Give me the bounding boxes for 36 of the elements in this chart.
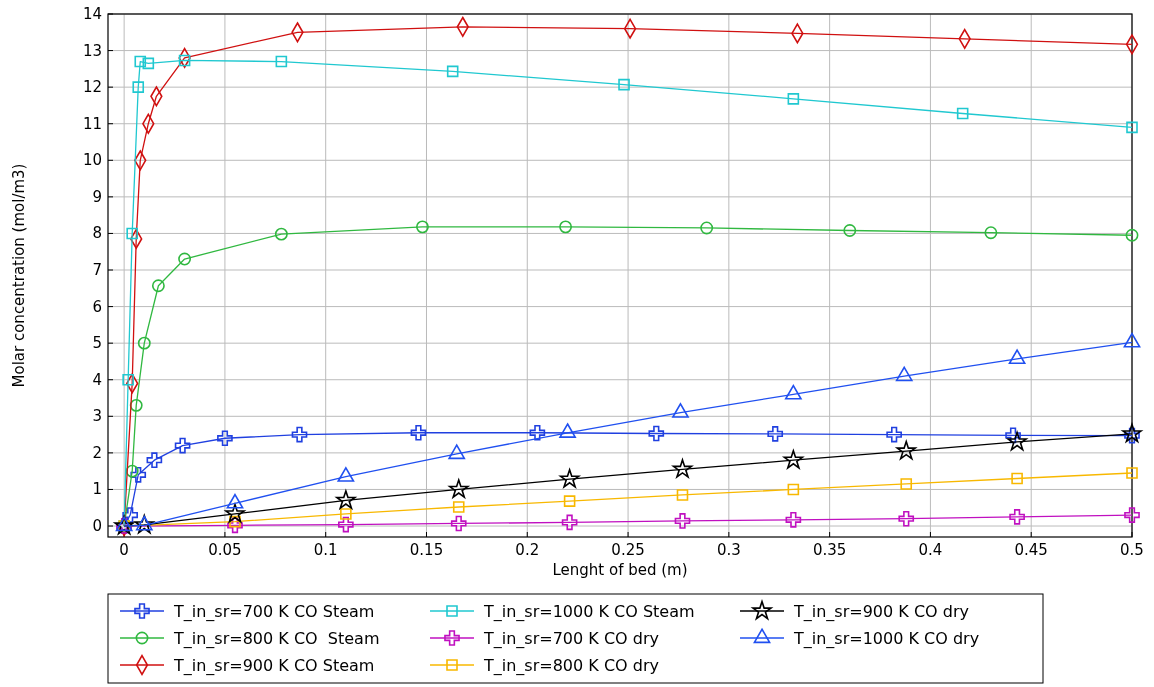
x-tick-label: 0.45: [1014, 541, 1048, 559]
x-tick-label: 0: [119, 541, 129, 559]
x-tick-label: 0.3: [716, 541, 741, 559]
x-tick-label: 0.15: [409, 541, 444, 559]
legend-label: T_in_sr=700 K CO Steam: [173, 602, 375, 622]
y-tick-label: 3: [92, 407, 102, 426]
y-tick-label: 9: [92, 187, 102, 206]
y-tick-label: 12: [82, 78, 102, 97]
x-tick-label: 0.5: [1120, 541, 1144, 559]
y-tick-label: 14: [82, 5, 102, 23]
y-tick-label: 5: [92, 334, 102, 353]
y-tick-label: 6: [92, 297, 102, 316]
legend-label: T_in_sr=800 K CO Steam: [173, 629, 380, 649]
x-tick-label: 0.25: [611, 541, 645, 559]
legend-label: T_in_sr=800 K CO dry: [483, 656, 659, 676]
legend-label: T_in_sr=700 K CO dry: [483, 629, 659, 649]
y-tick-label: 4: [92, 370, 102, 389]
legend-label: T_in_sr=900 K CO Steam: [173, 656, 375, 676]
x-tick-label: 0.05: [208, 541, 242, 559]
y-tick-label: 1: [92, 480, 102, 499]
x-tick-label: 0.1: [313, 541, 338, 559]
y-tick-label: 2: [92, 443, 102, 462]
y-tick-label: 0: [92, 517, 102, 536]
x-tick-label: 0.4: [918, 541, 943, 559]
legend-label: T_in_sr=1000 K CO dry: [793, 629, 980, 649]
y-axis-title: Molar concentration (mol/m3): [10, 163, 28, 388]
legend-label: T_in_sr=1000 K CO Steam: [483, 602, 695, 622]
legend-label: T_in_sr=900 K CO dry: [793, 602, 969, 622]
y-tick-label: 10: [82, 151, 102, 170]
y-tick-label: 7: [92, 261, 102, 280]
x-tick-label: 0.2: [515, 541, 540, 559]
x-axis-title: Lenght of bed (m): [552, 561, 688, 579]
x-tick-label: 0.35: [812, 541, 847, 559]
y-tick-label: 8: [92, 224, 102, 243]
y-tick-label: 11: [82, 114, 102, 133]
y-tick-label: 13: [82, 41, 102, 60]
